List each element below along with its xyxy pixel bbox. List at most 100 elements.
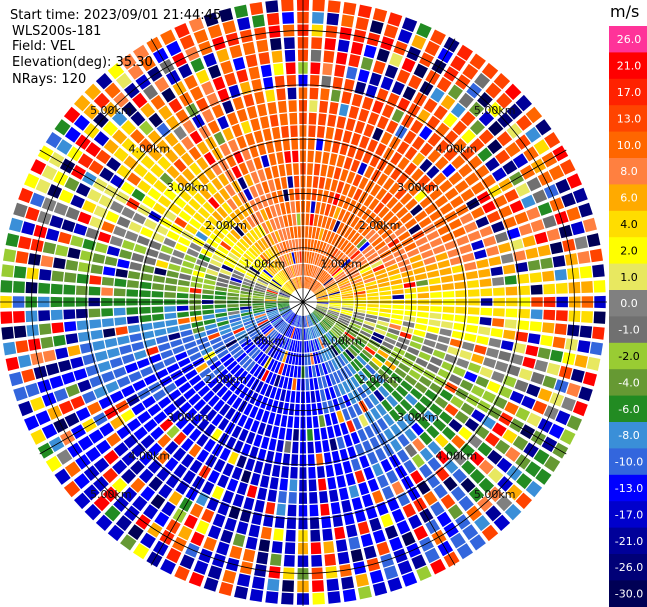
velocity-cell: [320, 164, 328, 177]
velocity-cell: [244, 417, 254, 430]
velocity-cell: [430, 87, 445, 103]
velocity-cell: [316, 298, 329, 301]
velocity-cell: [140, 434, 155, 449]
velocity-cell: [285, 325, 292, 337]
velocity-cell: [406, 542, 421, 558]
velocity-cell: [450, 532, 466, 549]
velocity-cell: [426, 363, 440, 374]
velocity-cell: [233, 327, 245, 335]
velocity-cell: [342, 298, 354, 301]
velocity-cell: [172, 345, 185, 355]
velocity-cell: [525, 345, 539, 357]
velocity-cell: [327, 477, 337, 490]
velocity-cell: [249, 229, 259, 241]
velocity-cell: [397, 157, 410, 171]
velocity-cell: [290, 125, 298, 138]
velocity-cell: [282, 12, 294, 24]
velocity-cell: [254, 394, 264, 407]
velocity-cell: [387, 12, 403, 27]
velocity-cell: [160, 558, 176, 575]
velocity-cell: [221, 331, 234, 340]
velocity-cell: [354, 443, 365, 457]
velocity-cell: [522, 235, 536, 248]
velocity-cell: [343, 365, 353, 378]
velocity-cell: [322, 276, 332, 285]
velocity-cell: [466, 82, 482, 99]
velocity-cell: [292, 378, 297, 391]
velocity-cell: [150, 94, 166, 110]
velocity-cell: [568, 310, 581, 323]
velocity-cell: [140, 322, 153, 331]
velocity-cell: [308, 314, 314, 326]
velocity-cell: [116, 216, 131, 228]
velocity-cell: [311, 24, 324, 37]
velocity-cell: [361, 208, 372, 221]
velocity-cell: [334, 526, 346, 540]
velocity-cell: [288, 188, 295, 201]
velocity-cell: [266, 329, 276, 339]
velocity-cell: [505, 142, 521, 158]
velocity-cell: [305, 277, 309, 289]
velocity-cell: [455, 74, 471, 90]
velocity-cell: [439, 179, 453, 193]
velocity-cell: [315, 390, 321, 403]
velocity-cell: [89, 319, 102, 329]
velocity-cell: [310, 340, 315, 352]
velocity-cell: [342, 588, 357, 602]
velocity-cell: [141, 264, 155, 274]
velocity-cell: [166, 547, 182, 564]
velocity-cell: [253, 157, 263, 170]
velocity-cell: [377, 474, 389, 489]
instrument-name: WLS200s-181: [12, 24, 101, 39]
velocity-cell: [462, 524, 479, 541]
velocity-cell: [25, 206, 40, 222]
velocity-cell: [363, 466, 375, 481]
velocity-cell: [278, 296, 290, 300]
velocity-cell: [354, 120, 366, 134]
velocity-cell: [350, 41, 364, 56]
velocity-cell: [286, 339, 292, 351]
velocity-cell: [85, 446, 101, 462]
velocity-cell: [93, 131, 110, 147]
velocity-cell: [230, 229, 241, 240]
velocity-cell: [292, 327, 297, 339]
velocity-cell: [443, 442, 458, 457]
velocity-cell: [310, 201, 316, 213]
velocity-cell: [280, 270, 288, 281]
velocity-cell: [314, 325, 321, 337]
velocity-cell: [396, 141, 410, 155]
velocity-cell: [568, 281, 581, 294]
velocity-cell: [54, 119, 71, 136]
velocity-cell: [361, 349, 373, 359]
velocity-cell: [207, 565, 223, 580]
velocity-cell: [413, 329, 426, 338]
velocity-cell: [305, 378, 310, 391]
velocity-cell: [230, 346, 242, 356]
velocity-cell: [357, 205, 367, 218]
velocity-cell: [348, 105, 360, 119]
velocity-cell: [354, 256, 366, 266]
velocity-cell: [178, 210, 192, 222]
velocity-cell: [347, 446, 357, 460]
colorbar-swatch: [609, 210, 647, 238]
velocity-cell: [273, 528, 284, 541]
velocity-cell: [266, 578, 280, 592]
velocity-cell: [371, 236, 383, 247]
velocity-cell: [251, 244, 261, 255]
velocity-cell: [185, 369, 198, 380]
velocity-cell: [555, 310, 568, 322]
velocity-cell: [51, 270, 64, 282]
velocity-cell: [152, 202, 167, 215]
velocity-cell: [294, 340, 298, 353]
velocity-cell: [225, 376, 237, 388]
velocity-cell: [526, 177, 542, 192]
velocity-cell: [257, 169, 266, 182]
velocity-cell: [102, 467, 118, 484]
colorbar-swatch: [609, 263, 647, 291]
range-label: 2.00km: [359, 219, 401, 232]
velocity-cell: [345, 244, 355, 255]
velocity-cell: [186, 346, 199, 356]
velocity-cell: [126, 289, 139, 297]
velocity-cell: [165, 319, 178, 327]
velocity-cell: [212, 254, 224, 263]
